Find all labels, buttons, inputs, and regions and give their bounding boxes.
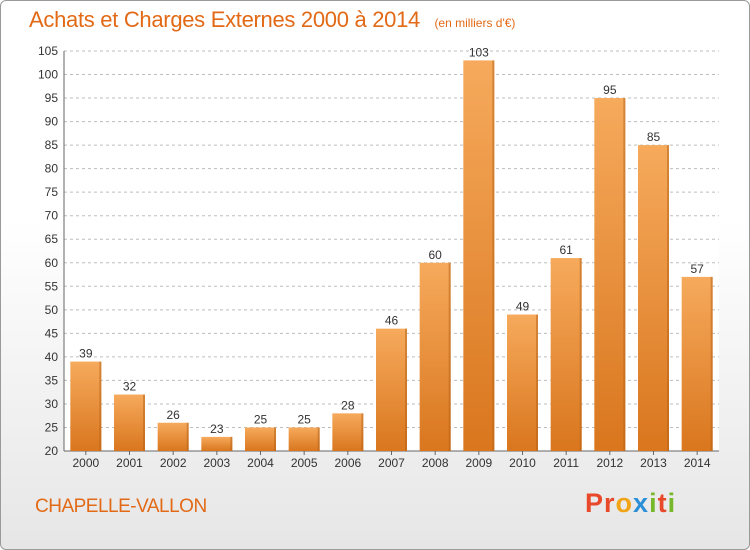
bar (594, 98, 626, 451)
bar-value-label: 49 (516, 300, 530, 314)
bar-value-label: 32 (123, 380, 137, 394)
bar-value-label: 46 (385, 314, 399, 328)
bar-value-label: 103 (469, 45, 489, 59)
brand-letter: x (633, 488, 650, 518)
bar-edge (448, 262, 451, 451)
bar-value-label: 60 (428, 248, 442, 262)
bar-value-label: 25 (297, 412, 311, 426)
x-tick-label: 2007 (378, 456, 405, 470)
chart-subtitle: (en milliers d'€) (434, 16, 516, 30)
bar (507, 314, 538, 451)
bar-value-label: 28 (341, 398, 355, 412)
x-tick-label: 2002 (160, 456, 187, 470)
x-tick-label: 2005 (291, 456, 318, 470)
bar (681, 276, 713, 451)
title-row: Achats et Charges Externes 2000 à 2014 (… (29, 7, 515, 33)
bar-value-label: 85 (647, 130, 661, 144)
bar (638, 145, 669, 451)
bar (332, 413, 364, 451)
y-tick-label: 85 (45, 138, 59, 152)
y-tick-label: 100 (38, 68, 58, 82)
bar-edge (536, 314, 538, 451)
brand-letter: r (604, 488, 616, 518)
x-tick-label: 2009 (465, 456, 492, 470)
bar (201, 436, 233, 451)
y-tick-label: 25 (45, 420, 59, 434)
x-tick-label: 2003 (203, 456, 230, 470)
y-tick-label: 45 (45, 326, 59, 340)
brand-letter: i (649, 488, 658, 518)
x-tick-label: 2004 (247, 456, 274, 470)
y-tick-label: 60 (45, 256, 59, 270)
bar-edge (579, 258, 582, 451)
bar-edge (274, 427, 276, 451)
x-tick-label: 2013 (640, 456, 667, 470)
y-tick-label: 80 (45, 162, 59, 176)
bar-edge (667, 145, 669, 451)
y-tick-label: 40 (45, 350, 59, 364)
bar (463, 60, 495, 451)
y-tick-label: 70 (45, 209, 59, 223)
bar-edge (143, 394, 145, 451)
bar-edge (492, 60, 495, 451)
y-tick-label: 55 (45, 279, 59, 293)
bar (114, 394, 145, 451)
municipality-name: CHAPELLE-VALLON (35, 496, 207, 517)
bar-edge (230, 436, 233, 451)
chart-title: Achats et Charges Externes 2000 à 2014 (29, 7, 420, 32)
bar-value-label: 57 (690, 262, 704, 276)
bar (419, 262, 451, 451)
brand-letter: i (667, 488, 677, 518)
y-tick-label: 35 (45, 373, 59, 387)
brand-letter: t (657, 488, 668, 518)
bar-value-label: 23 (210, 422, 224, 436)
x-tick-label: 2008 (422, 456, 449, 470)
x-tick-label: 2014 (684, 456, 711, 470)
y-tick-label: 90 (45, 115, 59, 129)
y-tick-label: 50 (45, 303, 59, 317)
proxiti-logo[interactable]: Proxiti (585, 488, 676, 519)
x-tick-label: 2010 (509, 456, 536, 470)
bar (550, 258, 582, 451)
bar-edge (317, 427, 320, 451)
bar-edge (99, 361, 102, 451)
y-tick-label: 105 (38, 44, 58, 58)
brand-letter: o (615, 488, 634, 518)
y-tick-label: 95 (45, 91, 59, 105)
x-tick-label: 2006 (334, 456, 361, 470)
y-tick-label: 20 (45, 444, 59, 458)
bar-edge (405, 328, 407, 451)
bar-value-label: 61 (559, 243, 573, 257)
x-tick-label: 2001 (116, 456, 143, 470)
bar-edge (623, 98, 626, 451)
bar (245, 427, 276, 451)
bar-edge (186, 422, 189, 451)
bar (288, 427, 320, 451)
x-tick-label: 2011 (553, 456, 579, 470)
bar (376, 328, 407, 451)
x-tick-label: 2000 (72, 456, 99, 470)
bar (70, 361, 102, 451)
bar-value-label: 95 (603, 83, 617, 97)
y-tick-label: 65 (45, 232, 59, 246)
bar (157, 422, 189, 451)
bar-edge (361, 413, 364, 451)
y-tick-label: 75 (45, 185, 59, 199)
bar-value-label: 26 (166, 408, 180, 422)
y-tick-label: 30 (45, 397, 59, 411)
bar-edge (710, 276, 713, 451)
brand-letter: P (585, 488, 605, 518)
x-tick-label: 2012 (596, 456, 623, 470)
bar-value-label: 25 (254, 412, 268, 426)
bar-value-label: 39 (79, 347, 93, 361)
